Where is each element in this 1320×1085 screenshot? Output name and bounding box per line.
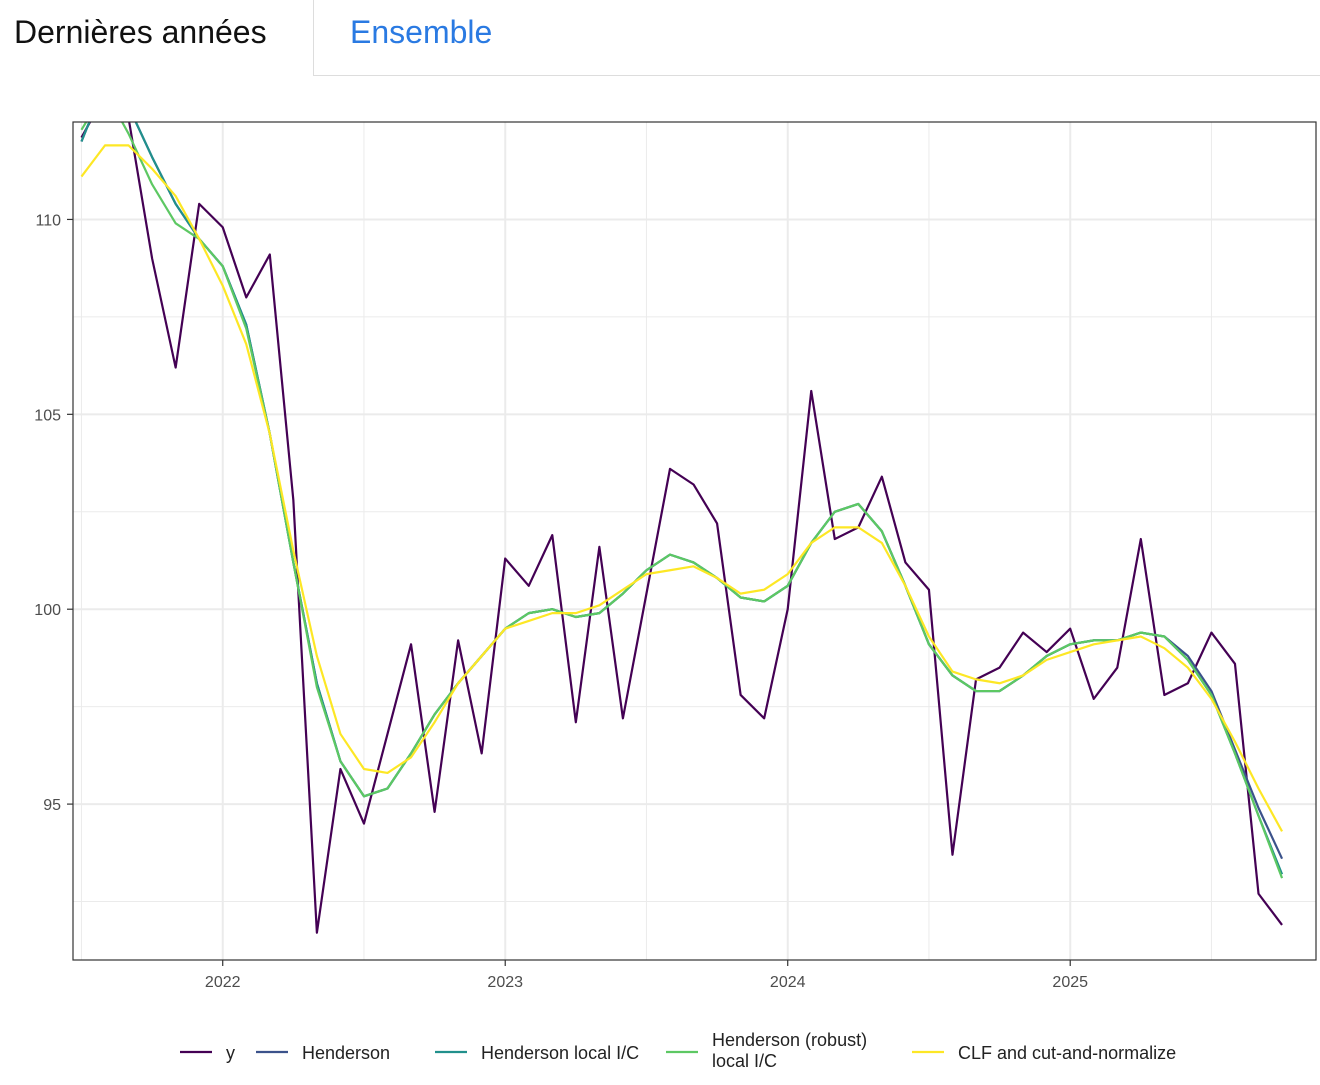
legend: y Henderson Henderson local I/C Henderson (…	[180, 1030, 1176, 1071]
legend-label: y	[226, 1043, 235, 1063]
y-tick-label: 95	[43, 797, 61, 814]
tab-ensemble-label: Ensemble	[350, 14, 493, 50]
x-tick-label: 2023	[487, 974, 523, 991]
plot-background	[73, 122, 1316, 960]
legend-item: y	[180, 1043, 235, 1063]
legend-label: Henderson (robust) local I/C	[712, 1030, 867, 1071]
legend-label: CLF and cut-and-normalize	[958, 1043, 1176, 1063]
y-tick-label: 105	[34, 407, 61, 424]
y-tick-label: 100	[34, 602, 61, 619]
y-tick-label: 110	[35, 212, 61, 229]
tab-ensemble[interactable]: Ensemble	[314, 0, 1320, 76]
legend-label: Henderson local I/C	[481, 1043, 639, 1063]
x-tick-label: 2024	[770, 974, 806, 991]
series-group	[80, 122, 1284, 934]
plot-border	[72, 121, 1317, 961]
series-line-3	[80, 122, 1284, 879]
legend-label: Henderson	[302, 1043, 390, 1063]
tab-dernieres-annees-label: Dernières années	[14, 14, 267, 50]
legend-item: Henderson local I/C	[435, 1043, 639, 1063]
tab-dernieres-annees[interactable]: Dernières années	[0, 0, 314, 76]
x-tick-label: 2025	[1052, 974, 1088, 991]
x-tick-label: 2022	[205, 974, 241, 991]
legend-item: CLF and cut-and-normalize	[912, 1043, 1176, 1063]
series-line-4	[80, 144, 1284, 832]
legend-item: Henderson (robust) local I/C	[666, 1030, 867, 1071]
legend-item: Henderson	[256, 1043, 390, 1063]
series-line-0	[80, 122, 1283, 934]
tab-bar: Dernières années Ensemble	[0, 0, 1320, 76]
